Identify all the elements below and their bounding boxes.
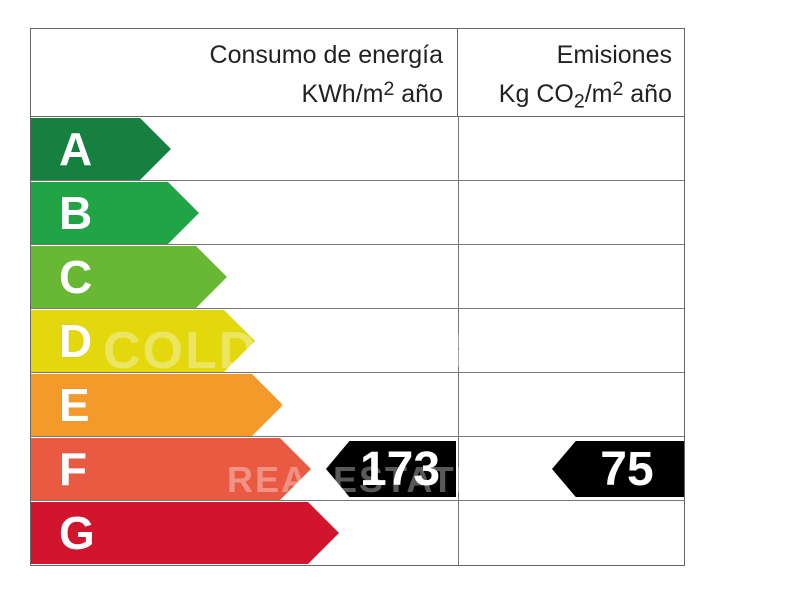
row-divider [31,436,684,437]
consumo-header: Consumo de energía KWh/m2 año [31,29,458,117]
consumo-rating-value: 173 [359,442,441,496]
watermark-line-2: PREMIUM [279,385,435,418]
consumo-rating-indicator: 173 [326,441,456,497]
row-divider [31,372,684,373]
emisiones-unit-suffix: año [623,79,672,108]
efficiency-band-letter: E [59,379,91,431]
emisiones-title: Emisiones [556,41,672,69]
efficiency-band-e: E [31,374,283,436]
efficiency-band-c: C [31,246,227,308]
efficiency-band-b: B [31,182,199,244]
efficiency-band-a: A [31,118,171,180]
efficiency-band-letter: F [59,443,89,495]
efficiency-band-letter: A [59,123,94,175]
row-divider [31,244,684,245]
emisiones-unit-prefix: Kg CO [498,79,574,108]
column-divider [458,117,459,565]
emisiones-unit: Kg CO2/m2 año [458,72,672,119]
consumo-unit-suffix: año [394,79,443,108]
emisiones-rating-value: 75 [600,442,654,496]
emisiones-unit-subscript: 2 [573,90,585,113]
emisiones-rating-indicator: 75 [552,441,684,497]
efficiency-band-f: F [31,438,311,500]
row-divider [31,308,684,309]
emisiones-unit-mid: /m [584,79,613,108]
emisiones-unit-superscript: 2 [612,78,624,100]
consumo-unit: KWh/m2 año [31,72,443,111]
efficiency-band-letter: B [59,187,94,239]
efficiency-band-d: D [31,310,255,372]
row-divider [31,180,684,181]
efficiency-band-letter: G [59,507,96,559]
row-divider [31,500,684,501]
energy-certificate-label: Consumo de energía KWh/m2 año Emisiones … [30,28,685,566]
efficiency-band-g: G [31,502,339,564]
consumo-unit-prefix: KWh/m [301,79,384,108]
emisiones-header: Emisiones Kg CO2/m2 año [458,29,684,117]
consumo-unit-superscript: 2 [383,78,395,100]
efficiency-band-letter: C [59,251,94,303]
consumo-title: Consumo de energía [209,41,443,69]
efficiency-band-letter: D [59,315,94,367]
